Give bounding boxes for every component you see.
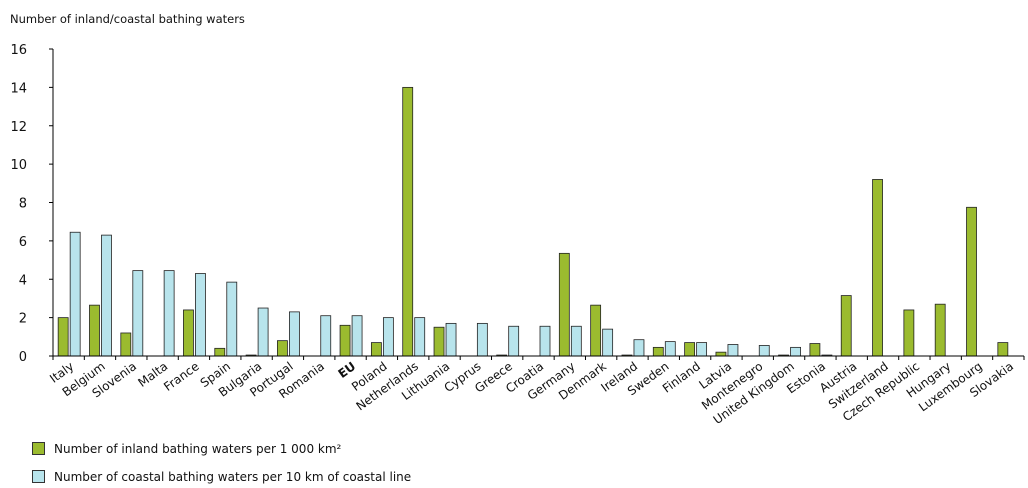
legend-item-coastal: Number of coastal bathing waters per 10 … — [32, 470, 411, 484]
bar-inland — [840, 295, 852, 357]
y-tick-label: 10 — [10, 158, 27, 173]
bar-inland — [715, 351, 727, 357]
bar-coastal — [508, 325, 520, 357]
bar-coastal — [382, 317, 394, 357]
bar-inland — [652, 346, 664, 357]
bar-coastal — [664, 341, 676, 357]
bar-coastal — [289, 311, 300, 357]
legend-swatch-coastal — [32, 470, 45, 483]
y-tick-label: 14 — [10, 81, 27, 96]
y-tick-label: 6 — [19, 235, 27, 250]
bar-coastal — [226, 281, 238, 357]
bar-inland — [402, 86, 414, 357]
bar-coastal — [602, 328, 614, 357]
bar-inland — [370, 342, 382, 357]
x-axis: ItalyBelgiumSloveniaMaltaFranceSpainBulg… — [47, 355, 1025, 427]
bars-group — [57, 86, 1009, 357]
bar-coastal — [696, 342, 708, 357]
bar-coastal — [758, 345, 770, 357]
bar-inland — [57, 317, 69, 357]
bar-inland — [433, 326, 445, 357]
bar-inland — [684, 342, 696, 357]
chart-title: Number of inland/coastal bathing waters — [10, 12, 245, 26]
bar-coastal — [101, 234, 112, 357]
bar-inland — [89, 304, 100, 357]
bar-coastal — [445, 322, 457, 357]
bar-inland — [558, 252, 570, 357]
y-tick-label: 4 — [19, 273, 27, 288]
bar-coastal — [790, 346, 801, 357]
bar-inland — [966, 206, 977, 357]
bar-coastal — [414, 317, 426, 357]
bar-inland — [809, 343, 821, 357]
bar-inland — [590, 304, 602, 357]
y-tick-label: 0 — [19, 350, 27, 365]
bar-inland — [277, 340, 288, 357]
bar-coastal — [476, 322, 488, 357]
bar-coastal — [727, 344, 739, 357]
bar-inland — [997, 342, 1009, 357]
y-tick-label: 16 — [10, 43, 27, 58]
legend-swatch-inland — [32, 442, 45, 455]
bar-coastal — [351, 315, 363, 357]
bar-coastal — [570, 325, 582, 357]
y-tick-label: 2 — [19, 312, 27, 327]
legend-label-inland: Number of inland bathing waters per 1 00… — [54, 442, 342, 456]
y-axis: 0 2 4 6 8 10 12 14 16 — [10, 43, 54, 365]
x-tick-label: France — [161, 359, 202, 394]
bar-inland — [872, 179, 883, 357]
bar-inland — [903, 309, 915, 357]
legend-label-coastal: Number of coastal bathing waters per 10 … — [54, 470, 412, 484]
bar-inland — [934, 303, 946, 357]
bar-coastal — [163, 270, 175, 357]
bar-inland — [120, 332, 132, 357]
bar-inland — [183, 309, 194, 357]
bar-chart: Number of inland/coastal bathing waters … — [10, 12, 1025, 427]
y-tick-label: 8 — [19, 197, 27, 212]
bar-coastal — [195, 273, 206, 357]
legend-item-inland: Number of inland bathing waters per 1 00… — [32, 442, 341, 456]
bar-coastal — [69, 231, 81, 357]
bar-coastal — [633, 339, 645, 357]
bar-coastal — [320, 315, 332, 357]
bar-coastal — [257, 307, 269, 357]
y-tick-label: 12 — [10, 120, 27, 135]
bar-inland — [339, 324, 351, 357]
bar-inland — [214, 347, 226, 357]
bar-coastal — [539, 325, 551, 357]
bar-coastal — [132, 270, 144, 357]
